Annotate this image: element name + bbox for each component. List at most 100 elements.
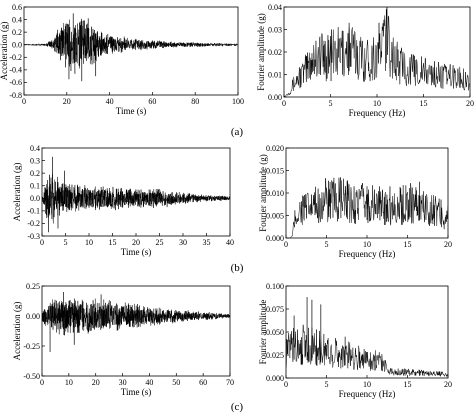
y-tick-label: -0.4 <box>9 66 22 75</box>
y-tick-label: -0.8 <box>9 91 22 100</box>
x-tick-label: 15 <box>420 99 428 108</box>
y-tick-label: 0.00 <box>268 93 282 102</box>
x-tick-label: 15 <box>404 240 412 249</box>
x-tick-label: 35 <box>203 238 211 247</box>
x-tick-label: 40 <box>226 238 234 247</box>
chart-5: 0 10 20 30 40 50 60 70 -0.50 -0.25 0.00 0.25 Time (s… <box>12 282 234 397</box>
y-tick-label: 0.050 <box>266 328 284 337</box>
x-tick-label: 10 <box>85 238 93 247</box>
y-tick-label: 0.0 <box>12 41 22 50</box>
x-tick-label: 20 <box>466 99 474 108</box>
y-axis-label: Acceleration (g) <box>12 163 22 222</box>
y-tick-label: 0.000 <box>266 374 284 383</box>
chart-6: 0 5 10 15 20 0.000 0.025 0.050 0.075 0.100 Frequen… <box>258 282 452 399</box>
x-tick-label: 15 <box>404 380 412 389</box>
x-tick-label: 30 <box>179 238 187 247</box>
plot-frame <box>285 285 449 379</box>
x-tick-label: 0 <box>284 240 288 249</box>
series-line <box>24 18 238 74</box>
x-tick-label: 20 <box>132 238 140 247</box>
y-axis-label: Acceleration (g) <box>0 22 9 81</box>
x-tick-label: 70 <box>226 378 234 387</box>
y-tick-label: 0.075 <box>266 305 284 314</box>
y-tick-label: 0.025 <box>266 351 284 360</box>
x-tick-label: 40 <box>106 97 114 106</box>
y-tick-label: 0.4 <box>12 15 22 24</box>
x-tick-label: 80 <box>191 97 199 106</box>
x-tick-label: 25 <box>156 238 164 247</box>
y-tick-label: -0.6 <box>9 78 22 87</box>
x-axis-label: Time (s) <box>121 247 151 257</box>
y-tick-label: -0.1 <box>27 207 40 216</box>
x-tick-label: 0 <box>282 99 286 108</box>
y-tick-label: 0.010 <box>266 189 284 198</box>
y-tick-label: 0.6 <box>12 3 22 12</box>
x-tick-label: 10 <box>363 380 371 389</box>
y-axis-label: Acceleration (g) <box>12 302 22 361</box>
series-line <box>42 174 230 224</box>
x-axis-label: Frequency (Hz) <box>339 249 396 259</box>
plot-frame <box>23 6 239 96</box>
chart-2: 0 5 10 15 20 0.00 0.01 0.02 0.03 0.04 Frequency (H… <box>256 3 474 118</box>
y-axis-label: Fourier amplitude (g) <box>256 13 266 90</box>
y-tick-label: 0.000 <box>266 234 284 243</box>
x-tick-label: 10 <box>65 378 73 387</box>
x-tick-label: 30 <box>119 378 127 387</box>
y-tick-label: 0.03 <box>268 25 282 34</box>
x-tick-label: 0 <box>284 380 288 389</box>
x-axis-label: Time (s) <box>121 387 151 397</box>
y-tick-label: 0.3 <box>30 156 40 165</box>
y-tick-label: -0.50 <box>23 372 40 381</box>
y-tick-label: 0.4 <box>30 144 40 153</box>
y-tick-label: 0.0 <box>30 194 40 203</box>
plot-frame <box>41 285 231 377</box>
x-tick-label: 5 <box>64 238 68 247</box>
y-tick-label: 0.005 <box>266 211 284 220</box>
x-tick-label: 0 <box>22 97 26 106</box>
panel-label-b: (b) <box>231 262 244 274</box>
series-line <box>286 323 448 378</box>
x-tick-label: 20 <box>444 240 452 249</box>
x-tick-label: 20 <box>92 378 100 387</box>
x-tick-label: 20 <box>63 97 71 106</box>
x-tick-label: 20 <box>444 380 452 389</box>
y-tick-label: 0.100 <box>266 282 284 291</box>
chart-3: 0 5 10 15 20 25 30 35 40 -0.3 -0.2 -0.1 0.0 0.1 0.2 0.3… <box>12 144 234 257</box>
x-tick-label: 10 <box>373 99 381 108</box>
x-tick-label: 15 <box>109 238 117 247</box>
x-tick-label: 5 <box>325 380 329 389</box>
y-tick-label: -0.25 <box>23 342 40 351</box>
x-tick-label: 60 <box>148 97 156 106</box>
y-tick-label: -0.2 <box>9 53 22 62</box>
y-axis-label: Fourier amplitude <box>258 300 268 365</box>
x-tick-label: 0 <box>40 238 44 247</box>
y-tick-label: 0.01 <box>268 70 282 79</box>
y-tick-label: 0.02 <box>268 48 282 57</box>
x-tick-label: 10 <box>363 240 371 249</box>
panel-label-c: (c) <box>231 401 244 413</box>
y-axis-label: Fourier amplitude (g) <box>258 154 268 231</box>
chart-1: 0 20 40 60 80 100 -0.8 -0.6 -0.4 -0.2 0.0 0.2 0.4 0.6… <box>0 3 244 116</box>
x-tick-label: 100 <box>232 97 244 106</box>
x-axis-label: Frequency (Hz) <box>339 389 396 399</box>
y-tick-label: 0.1 <box>30 182 40 191</box>
panel-label-a: (a) <box>231 126 244 138</box>
y-tick-label: -0.3 <box>27 232 40 241</box>
series-line <box>42 298 230 336</box>
y-tick-label: 0.2 <box>12 28 22 37</box>
y-tick-label: 0.2 <box>30 169 40 178</box>
y-tick-label: 0.04 <box>268 3 282 12</box>
x-tick-label: 0 <box>40 378 44 387</box>
x-axis-label: Time (s) <box>116 106 146 116</box>
series-line <box>284 7 470 97</box>
x-tick-label: 60 <box>199 378 207 387</box>
x-tick-label: 5 <box>325 240 329 249</box>
x-tick-label: 50 <box>172 378 180 387</box>
chart-4: 0 5 10 15 20 0.000 0.005 0.010 0.015 0.020 Frequen… <box>258 144 452 259</box>
x-tick-label: 5 <box>329 99 333 108</box>
y-tick-label: -0.2 <box>27 219 40 228</box>
x-tick-label: 40 <box>145 378 153 387</box>
y-tick-label: 0.00 <box>26 312 40 321</box>
x-axis-label: Frequency (Hz) <box>349 108 406 118</box>
y-tick-label: 0.015 <box>266 166 284 175</box>
